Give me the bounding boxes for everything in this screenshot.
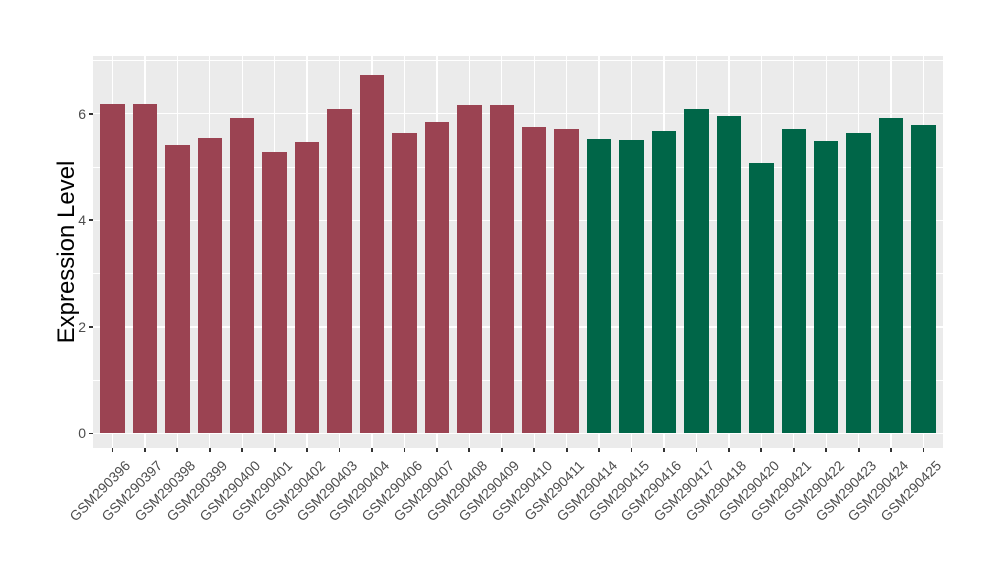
minor-gridline-y-5 — [93, 166, 943, 168]
minor-gridline-y-7 — [93, 60, 943, 61]
bar-GSM290418 — [716, 115, 742, 434]
x-tick-mark — [468, 448, 471, 452]
bar-GSM290422 — [813, 141, 839, 434]
y-tick-mark-4 — [89, 219, 93, 222]
bar-GSM290401 — [262, 151, 287, 434]
y-tick-mark-2 — [89, 325, 93, 328]
y-tick-mark-0 — [89, 432, 93, 435]
x-tick-mark — [435, 448, 438, 452]
bar-GSM290396 — [100, 104, 125, 434]
bar-GSM290408 — [457, 104, 482, 434]
x-tick-mark — [338, 448, 341, 452]
bar-GSM290409 — [489, 104, 515, 434]
bar-GSM290400 — [229, 117, 255, 434]
x-tick-mark — [241, 448, 244, 452]
x-tick-mark — [565, 448, 568, 452]
y-tick-label-0: 0 — [78, 425, 86, 442]
bar-GSM290417 — [684, 109, 709, 434]
bar-GSM290421 — [781, 128, 806, 434]
x-tick-mark — [890, 448, 892, 452]
x-tick-mark — [663, 448, 665, 452]
x-tick-mark — [500, 448, 503, 452]
plot-panel — [93, 56, 943, 448]
bar-GSM290423 — [846, 132, 871, 434]
bar-GSM290403 — [327, 109, 352, 434]
bar-GSM290402 — [294, 141, 320, 434]
major-gridline-y-6 — [93, 112, 943, 115]
bar-GSM290398 — [165, 145, 190, 434]
bar-GSM290399 — [197, 137, 223, 434]
x-tick-mark — [857, 448, 860, 452]
x-tick-mark — [630, 448, 633, 452]
y-tick-label-4: 4 — [78, 212, 86, 229]
bar-GSM290416 — [651, 131, 677, 434]
major-gridline-y-0 — [93, 432, 943, 435]
y-tick-label-6: 6 — [78, 105, 86, 122]
x-tick-mark — [273, 448, 276, 452]
bar-GSM290425 — [911, 124, 936, 434]
bar-GSM290420 — [749, 163, 774, 434]
bar-GSM290406 — [392, 133, 417, 434]
minor-gridline-y-3 — [93, 273, 943, 274]
x-tick-mark — [111, 448, 114, 452]
minor-gridline-y-1 — [93, 379, 943, 381]
bar-GSM290410 — [521, 126, 547, 434]
major-gridline-y-4 — [93, 219, 943, 222]
x-tick-mark — [371, 448, 373, 452]
x-tick-mark — [598, 448, 600, 452]
x-tick-mark — [922, 448, 925, 452]
y-tick-label-2: 2 — [78, 318, 86, 335]
x-tick-mark — [403, 448, 406, 452]
x-tick-mark — [695, 448, 698, 452]
x-tick-mark — [825, 448, 828, 452]
x-tick-mark — [144, 448, 146, 452]
bar-GSM290411 — [554, 128, 579, 434]
bar-GSM290407 — [424, 122, 450, 434]
bar-GSM290424 — [878, 117, 904, 434]
bar-GSM290414 — [586, 138, 612, 434]
bar-GSM290415 — [619, 140, 644, 434]
x-tick-mark — [533, 448, 536, 452]
x-tick-mark — [760, 448, 763, 452]
bar-GSM290397 — [132, 104, 158, 434]
x-tick-mark — [208, 448, 211, 452]
x-tick-mark — [306, 448, 309, 452]
y-tick-mark-6 — [89, 112, 93, 115]
bar-GSM290404 — [359, 75, 385, 434]
x-tick-mark — [176, 448, 179, 452]
major-gridline-y-2 — [93, 326, 943, 328]
x-tick-mark — [792, 448, 795, 452]
x-tick-mark — [727, 448, 730, 452]
